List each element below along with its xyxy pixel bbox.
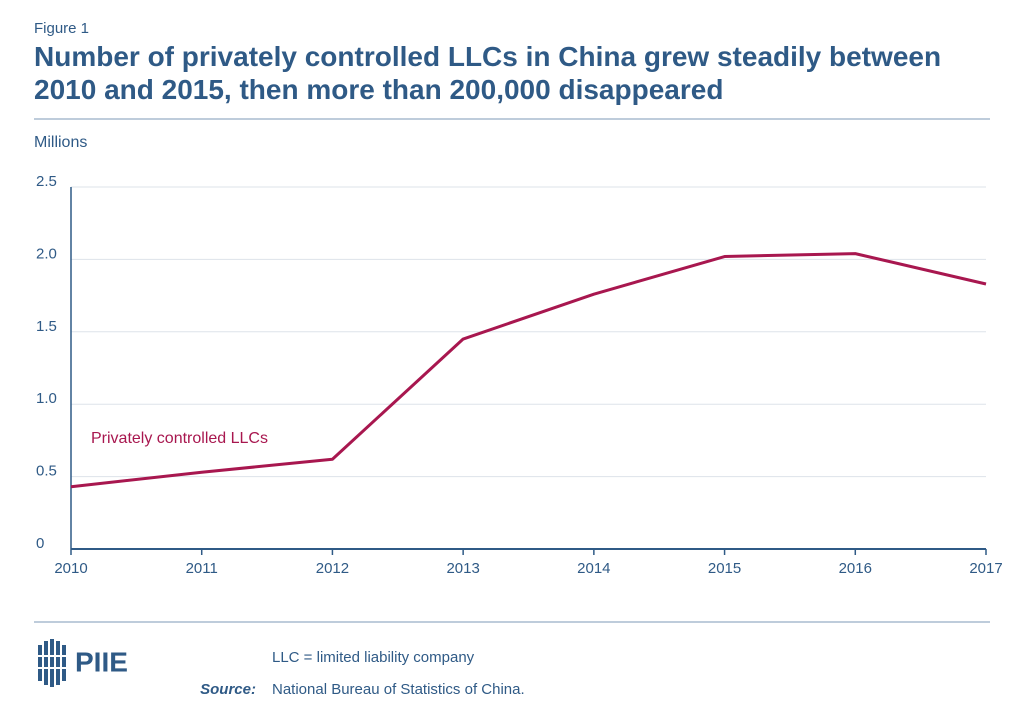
note: LLC = limited liability company [272,649,475,666]
logo [36,639,68,687]
logo-text: PIIE [75,646,128,677]
chart-title: Number of privately controlled LLCs in C… [34,41,942,105]
y-tick-label: 1.5 [36,318,57,335]
x-tick-label: 2012 [316,560,349,577]
y-tick-label: 0 [36,535,44,552]
x-tick-label: 2016 [839,560,872,577]
y-tick-label: 2.5 [36,173,57,190]
series-line [70,252,987,489]
x-tick-label: 2015 [708,560,741,577]
x-tick-label: 2014 [577,560,610,577]
y-tick-label: 1.0 [36,390,57,407]
y-axis-label: Millions [34,134,87,151]
source: National Bureau of Statistics of China. [272,681,525,698]
y-tick-label: 2.0 [36,245,57,262]
x-tick-label: 2013 [446,560,479,577]
source-label: Source: [200,681,256,698]
x-tick-label: 2017 [969,560,1002,577]
figure-label: Figure 1 [34,20,90,37]
x-tick-label: 2011 [186,560,218,577]
y-tick-label: 0.5 [36,463,57,480]
series-label: Privately controlled LLCs [91,430,268,447]
x-tick-label: 2010 [54,560,87,577]
